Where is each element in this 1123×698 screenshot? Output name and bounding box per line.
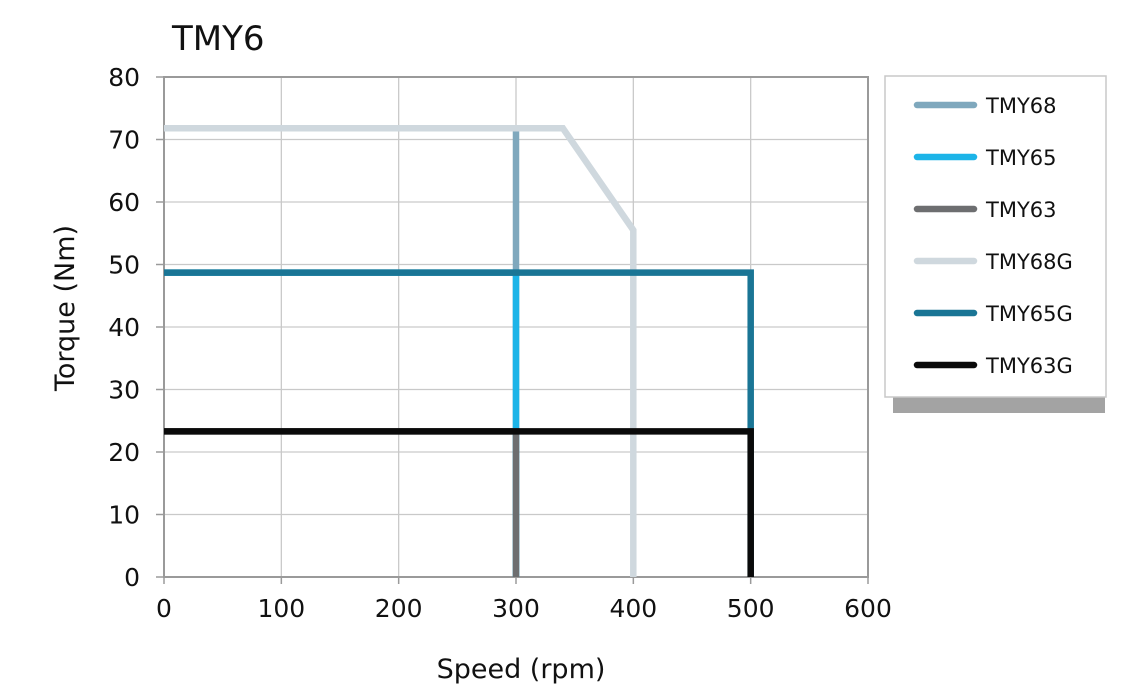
series-line-tmy68: [164, 125, 520, 577]
y-tick-label: 20: [108, 438, 140, 467]
y-tick-label: 40: [108, 313, 140, 342]
legend-label-tmy63: TMY63: [985, 198, 1057, 222]
legend-items: TMY68 TMY65 TMY63 TMY68G TMY65G TMY63G: [913, 94, 1073, 378]
x-tick-label: 0: [156, 594, 172, 623]
y-tick-label: 30: [108, 376, 140, 405]
series-line-tmy63: [164, 428, 520, 577]
legend-box: [884, 75, 1107, 398]
chart-title: TMY6: [171, 19, 265, 59]
x-tick-label: 500: [727, 594, 775, 623]
x-tick-label: 600: [844, 594, 892, 623]
series-line-tmy63g: [164, 428, 754, 577]
y-axis-title: Torque (Nm): [50, 225, 81, 392]
x-tick-label: 300: [492, 594, 540, 623]
y-tick-label: 70: [108, 126, 140, 155]
legend: TMY68 TMY65 TMY63 TMY68G TMY65G TMY63G: [884, 75, 1107, 413]
x-tick-label: 400: [609, 594, 657, 623]
x-tick-label: 100: [257, 594, 305, 623]
tick-labels: 0 100 200 300 400 500 600 0 10 20 30 40 50 60 70 80: [108, 63, 892, 623]
y-tick-label: 10: [108, 501, 140, 530]
series-line-tmy65g: [164, 269, 754, 577]
y-tick-label: 60: [108, 188, 140, 217]
y-tick-label: 80: [108, 63, 140, 92]
series-line-tmy68g: [164, 125, 637, 577]
y-tick-label: 0: [124, 563, 140, 592]
series-line-tmy65: [164, 269, 520, 577]
x-axis-title: Speed (rpm): [437, 654, 606, 685]
series-layer: [164, 125, 754, 577]
legend-label-tmy65: TMY65: [985, 146, 1057, 170]
legend-label-tmy63g: TMY63G: [985, 354, 1073, 378]
legend-label-tmy68: TMY68: [985, 94, 1057, 118]
legend-label-tmy68g: TMY68G: [985, 250, 1073, 274]
y-tick-label: 50: [108, 251, 140, 280]
x-tick-label: 200: [375, 594, 423, 623]
legend-label-tmy65g: TMY65G: [985, 302, 1073, 326]
